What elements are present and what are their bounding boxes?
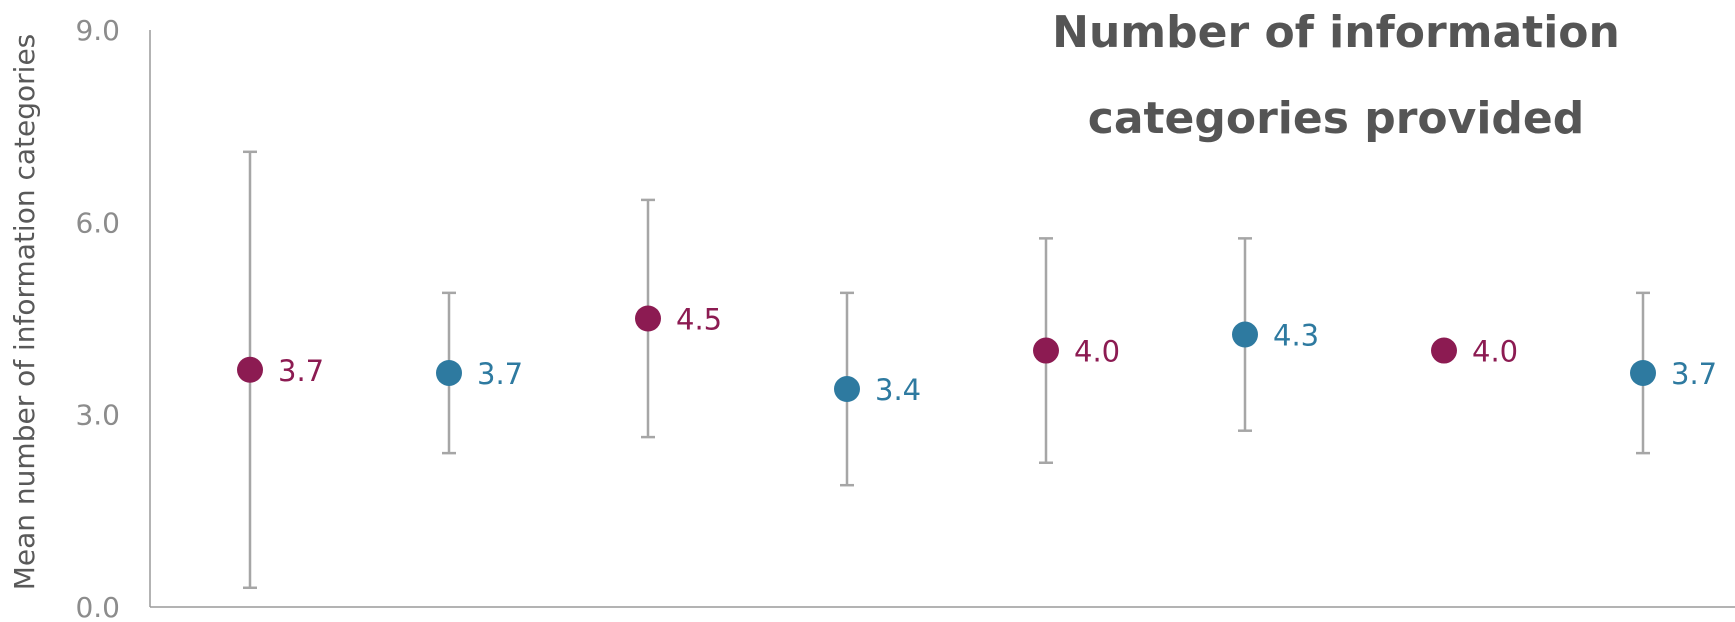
data-label: 4.0: [1074, 335, 1120, 369]
data-label: 4.0: [1472, 335, 1518, 369]
y-tick-labels: 0.0 3.0 6.0 9.0: [75, 14, 120, 622]
data-label: 3.7: [278, 354, 324, 388]
data-label: 4.5: [676, 303, 722, 337]
chart-title-line-2: categories provided: [1088, 93, 1585, 144]
y-tick-label: 6.0: [75, 206, 120, 239]
data-label: 3.7: [477, 357, 523, 391]
data-point: [1033, 337, 1059, 364]
y-tick-label: 3.0: [75, 399, 120, 432]
data-label: 3.4: [875, 373, 921, 407]
y-tick-label: 9.0: [75, 14, 120, 47]
chart-title-line-1: Number of information: [1052, 7, 1620, 58]
data-point: [1630, 359, 1656, 386]
data-point: [635, 305, 661, 332]
data-label: 4.3: [1273, 319, 1319, 353]
data-point: [436, 359, 462, 386]
data-points: [237, 305, 1656, 403]
data-point: [834, 376, 860, 403]
data-point: [1232, 321, 1258, 348]
data-label: 3.7: [1671, 357, 1717, 391]
data-point: [1431, 337, 1457, 364]
y-axis-label: Mean number of information categories: [8, 34, 41, 591]
y-tick-label: 0.0: [75, 591, 120, 622]
data-labels: 3.7 3.7 4.5 3.4 4.0 4.3 4.0 3.7: [278, 303, 1717, 408]
data-point: [237, 356, 263, 383]
